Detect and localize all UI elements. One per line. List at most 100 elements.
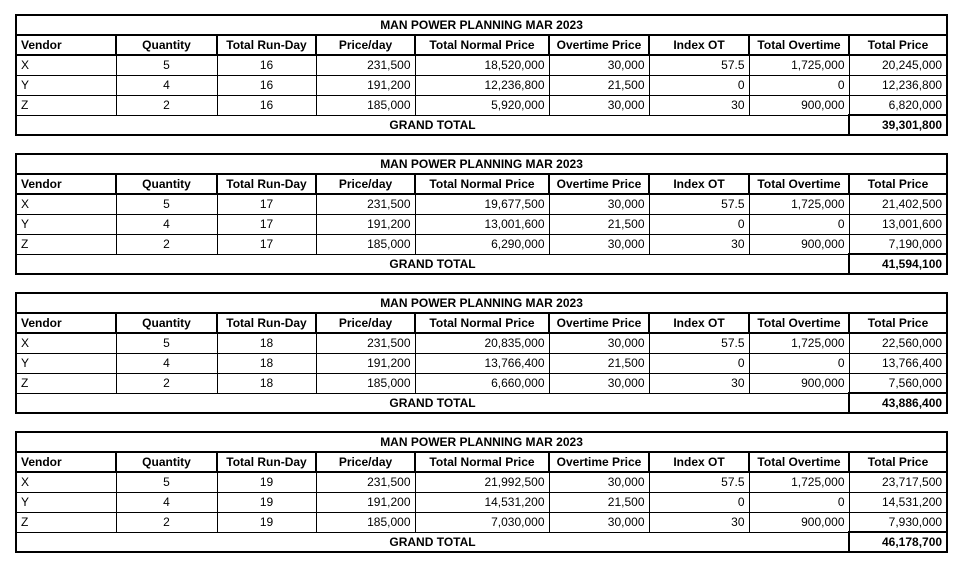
cell-total-price: 22,560,000 — [848, 332, 948, 354]
column-header-overtime-price: Overtime Price — [548, 451, 650, 473]
cell-vendor: Z — [15, 233, 117, 255]
cell-index-ot: 57.5 — [648, 193, 750, 215]
planning-table: MAN POWER PLANNING MAR 2023 Vendor Quantit… — [14, 153, 949, 275]
cell-quantity: 4 — [115, 491, 218, 513]
cell-price-day: 185,000 — [315, 511, 416, 533]
grand-total-label: GRAND TOTAL — [15, 114, 850, 136]
cell-price-day: 231,500 — [315, 54, 416, 76]
table-row: X 5 19 231,500 21,992,500 30,000 57.5 1,725,000… — [15, 471, 948, 493]
cell-price-day: 231,500 — [315, 193, 416, 215]
cell-quantity: 5 — [115, 54, 218, 76]
cell-overtime-price: 30,000 — [548, 193, 650, 215]
table-header-row: Vendor Quantity Total Run-Day Price/day Tota… — [15, 173, 949, 195]
cell-total-overtime: 900,000 — [748, 94, 850, 116]
cell-overtime-price: 30,000 — [548, 511, 650, 533]
cell-quantity: 4 — [115, 213, 218, 235]
cell-total-normal-price: 5,920,000 — [414, 94, 550, 116]
table-row: Z 2 18 185,000 6,660,000 30,000 30 900,000 7,560… — [15, 372, 948, 394]
table-row: X 5 18 231,500 20,835,000 30,000 57.5 1,725,000… — [15, 332, 948, 354]
cell-index-ot: 0 — [648, 352, 750, 374]
cell-overtime-price: 21,500 — [548, 491, 650, 513]
cell-vendor: Z — [15, 372, 117, 394]
table-row: Y 4 19 191,200 14,531,200 21,500 0 0 14,531,200 — [15, 491, 948, 513]
grand-total-value: 41,594,100 — [847, 253, 949, 275]
grand-total-row: GRAND TOTAL 43,886,400 — [15, 392, 949, 414]
table-row: Z 2 19 185,000 7,030,000 30,000 30 900,000 7,930… — [15, 511, 948, 533]
cell-index-ot: 30 — [648, 511, 750, 533]
table-title-row: MAN POWER PLANNING MAR 2023 — [14, 292, 949, 314]
cell-index-ot: 30 — [648, 372, 750, 394]
column-header-overtime-price: Overtime Price — [548, 312, 650, 334]
cell-total-price: 12,236,800 — [848, 74, 948, 96]
column-header-quantity: Quantity — [115, 312, 218, 334]
cell-total-price: 13,766,400 — [848, 352, 948, 374]
cell-vendor: Y — [15, 213, 117, 235]
cell-total-normal-price: 7,030,000 — [414, 511, 550, 533]
column-header-vendor: Vendor — [15, 173, 117, 195]
cell-overtime-price: 30,000 — [548, 372, 650, 394]
cell-overtime-price: 21,500 — [548, 352, 650, 374]
column-header-total-normal-price: Total Normal Price — [414, 312, 550, 334]
cell-total-price: 20,245,000 — [848, 54, 948, 76]
cell-total-overtime: 1,725,000 — [748, 193, 850, 215]
cell-total-run-day: 16 — [216, 74, 317, 96]
table-title: MAN POWER PLANNING MAR 2023 — [14, 292, 949, 314]
table-row: Y 4 16 191,200 12,236,800 21,500 0 0 12,236,800 — [15, 74, 948, 96]
cell-vendor: Y — [15, 352, 117, 374]
column-header-index-ot: Index OT — [648, 34, 750, 56]
column-header-quantity: Quantity — [115, 451, 218, 473]
column-header-vendor: Vendor — [15, 34, 117, 56]
cell-vendor: Z — [15, 94, 117, 116]
cell-price-day: 191,200 — [315, 74, 416, 96]
cell-total-normal-price: 12,236,800 — [414, 74, 550, 96]
cell-price-day: 185,000 — [315, 372, 416, 394]
column-header-total-normal-price: Total Normal Price — [414, 173, 550, 195]
cell-quantity: 4 — [115, 74, 218, 96]
column-header-total-run-day: Total Run-Day — [216, 312, 317, 334]
table-header-row: Vendor Quantity Total Run-Day Price/day Tota… — [15, 34, 949, 56]
cell-total-price: 23,717,500 — [848, 471, 948, 493]
cell-overtime-price: 30,000 — [548, 332, 650, 354]
planning-table: MAN POWER PLANNING MAR 2023 Vendor Quantit… — [14, 431, 949, 553]
planning-table: MAN POWER PLANNING MAR 2023 Vendor Quantit… — [14, 292, 949, 414]
cell-total-normal-price: 6,290,000 — [414, 233, 550, 255]
grand-total-value: 46,178,700 — [847, 531, 949, 553]
cell-overtime-price: 30,000 — [548, 94, 650, 116]
cell-total-price: 7,930,000 — [848, 511, 948, 533]
cell-index-ot: 57.5 — [648, 471, 750, 493]
table-row: Y 4 18 191,200 13,766,400 21,500 0 0 13,766,400 — [15, 352, 948, 374]
cell-total-run-day: 19 — [216, 511, 317, 533]
cell-vendor: X — [15, 471, 117, 493]
cell-total-overtime: 900,000 — [748, 372, 850, 394]
cell-price-day: 185,000 — [315, 233, 416, 255]
table-title: MAN POWER PLANNING MAR 2023 — [14, 431, 949, 453]
cell-price-day: 231,500 — [315, 471, 416, 493]
column-header-vendor: Vendor — [15, 312, 117, 334]
cell-total-normal-price: 6,660,000 — [414, 372, 550, 394]
grand-total-label: GRAND TOTAL — [15, 531, 850, 553]
planning-table: MAN POWER PLANNING MAR 2023 Vendor Quantit… — [14, 14, 949, 136]
column-header-quantity: Quantity — [115, 34, 218, 56]
cell-total-normal-price: 21,992,500 — [414, 471, 550, 493]
column-header-total-price: Total Price — [847, 312, 949, 334]
column-header-vendor: Vendor — [15, 451, 117, 473]
cell-total-run-day: 17 — [216, 233, 317, 255]
cell-total-run-day: 17 — [216, 193, 317, 215]
cell-price-day: 191,200 — [315, 352, 416, 374]
cell-total-run-day: 18 — [216, 332, 317, 354]
cell-total-overtime: 0 — [748, 74, 850, 96]
cell-quantity: 5 — [115, 193, 218, 215]
table-title: MAN POWER PLANNING MAR 2023 — [14, 14, 949, 36]
cell-total-overtime: 0 — [748, 491, 850, 513]
cell-total-normal-price: 18,520,000 — [414, 54, 550, 76]
grand-total-row: GRAND TOTAL 46,178,700 — [15, 531, 949, 553]
table-title: MAN POWER PLANNING MAR 2023 — [14, 153, 949, 175]
table-row: X 5 17 231,500 19,677,500 30,000 57.5 1,725,000… — [15, 193, 948, 215]
cell-vendor: X — [15, 332, 117, 354]
table-row: X 5 16 231,500 18,520,000 30,000 57.5 1,725,000… — [15, 54, 948, 76]
cell-quantity: 4 — [115, 352, 218, 374]
table-header-row: Vendor Quantity Total Run-Day Price/day Tota… — [15, 312, 949, 334]
table-title-row: MAN POWER PLANNING MAR 2023 — [14, 153, 949, 175]
column-header-price-day: Price/day — [315, 451, 416, 473]
cell-index-ot: 0 — [648, 213, 750, 235]
